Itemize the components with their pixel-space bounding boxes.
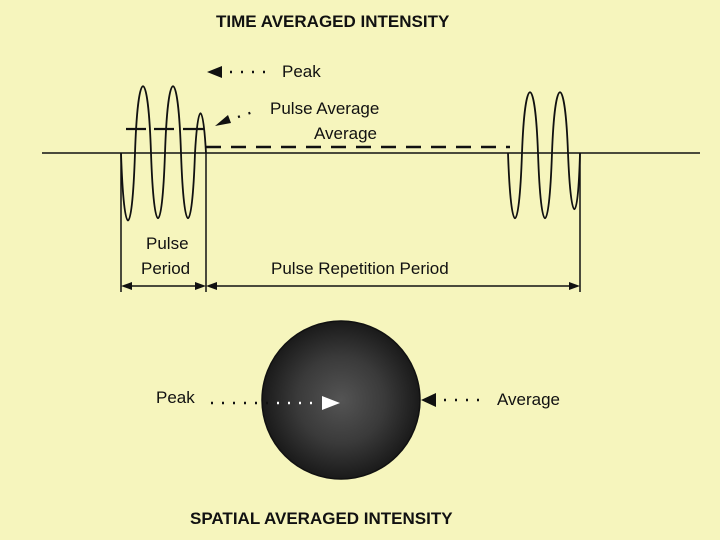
right-pulse-waveform: [507, 91, 581, 220]
time-averaged-title: TIME AVERAGED INTENSITY: [216, 12, 450, 31]
spatial-peak-arrow: [211, 396, 340, 410]
pulse-period-dimension: [120, 153, 207, 292]
spatial-average-arrow: [421, 393, 484, 407]
left-pulse-waveform: [120, 85, 207, 222]
pulse-repetition-period-label: Pulse Repetition Period: [271, 259, 449, 278]
pulse-average-arrow: [215, 109, 257, 126]
pulse-label: Pulse: [146, 234, 189, 253]
spatial-averaged-title: SPATIAL AVERAGED INTENSITY: [190, 509, 453, 528]
period-label: Period: [141, 259, 191, 278]
pulse-repetition-dimension: [206, 153, 581, 292]
pulse-average-label: Pulse Average: [270, 99, 380, 118]
peak-label: Peak: [282, 62, 321, 81]
peak-arrow: [207, 66, 268, 78]
spatial-average-label: Average: [497, 390, 561, 409]
average-label: Average: [314, 124, 378, 143]
beam-cross-section: [261, 320, 421, 480]
spatial-peak-label: Peak: [156, 388, 195, 407]
